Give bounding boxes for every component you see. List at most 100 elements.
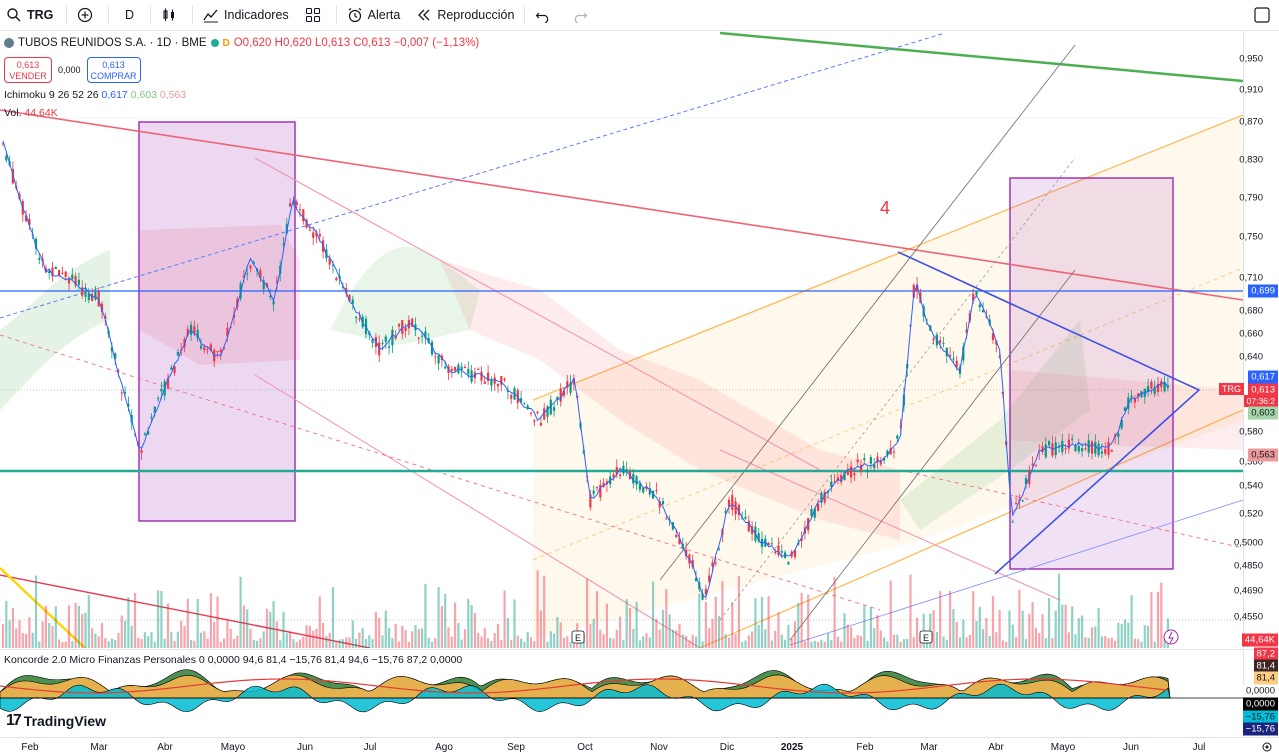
koncorde-pane[interactable] (0, 649, 1243, 737)
volume-bar (239, 576, 242, 648)
redo-button[interactable] (564, 0, 601, 31)
candle-body (559, 388, 562, 402)
volume-bar (1100, 636, 1103, 648)
osc-tag: 0,0000 (1242, 684, 1278, 698)
volume-bar (652, 581, 655, 648)
volume-bar (94, 633, 97, 648)
candle-body (424, 331, 427, 338)
volume-bar (506, 617, 509, 648)
symbol-search[interactable]: TRG (0, 0, 64, 31)
ichimoku-legend[interactable]: Ichimoku 9 26 52 26 0,617 0,603 0,563 (4, 89, 186, 101)
sell-button[interactable]: 0,613 VENDER (4, 57, 52, 83)
candle-body (704, 588, 707, 595)
volume-bar (790, 638, 793, 648)
plus-circle-icon (77, 7, 93, 23)
settings-gear-icon[interactable] (1261, 741, 1273, 753)
candle-body (467, 368, 470, 374)
candle-body (84, 291, 87, 297)
volume-bar (972, 591, 975, 648)
volume-bar (625, 599, 628, 648)
candle-body (1143, 388, 1146, 397)
candle-body (1133, 398, 1136, 403)
volume-bar (38, 641, 41, 648)
candle-body (295, 201, 298, 206)
osc-tag: −15,76 (1242, 722, 1278, 736)
candle-body (157, 398, 160, 400)
koncorde-legend[interactable]: Koncorde 2.0 Micro Finanzas Personales 0… (4, 654, 463, 666)
candle-body (1094, 442, 1097, 454)
volume-bar (777, 612, 780, 648)
indicators-label: Indicadores (224, 8, 289, 22)
time-tick: Jun (1122, 742, 1140, 753)
volume-bar (671, 629, 674, 648)
koncorde-signal-line (0, 678, 1169, 694)
volume-bar (289, 631, 292, 648)
volume-bar (61, 641, 64, 648)
time-tick: Mar (90, 742, 108, 753)
indicators-button[interactable]: Indicadores (195, 0, 297, 31)
interval-label: D (125, 8, 135, 22)
volume-bar (18, 620, 21, 648)
volume-bar (1011, 624, 1014, 648)
volume-bar (338, 639, 341, 648)
volume-bar (457, 623, 460, 648)
tradingview-logo[interactable]: 17 TradingView (6, 712, 106, 730)
candle-body (1153, 386, 1156, 395)
divider (524, 6, 526, 24)
volume-bar (1123, 619, 1127, 648)
volume-bar (147, 636, 150, 648)
candle-body (737, 504, 740, 515)
volume-bar (190, 639, 193, 648)
chart-type-button[interactable] (153, 0, 190, 31)
candle-body (226, 327, 229, 337)
main-chart-pane[interactable]: 4 E E TUBOS REUNIDOS S.A. · 1D · BME D O… (0, 31, 1243, 648)
volume-bar (1137, 639, 1140, 648)
volume-bar (998, 609, 1001, 648)
price-axis[interactable]: 0,950 0,910 0,870 0,830 0,790 0,750 0,71… (1234, 31, 1279, 648)
price-tick: 0,710 (1239, 272, 1263, 284)
volume-bar (1034, 627, 1037, 648)
candle-body (955, 360, 958, 368)
candle-body (147, 431, 150, 435)
volume-bar (1001, 640, 1004, 648)
buy-button[interactable]: 0,613 COMPRAR (86, 57, 141, 83)
candle-body (1137, 393, 1140, 397)
compare-button[interactable] (69, 0, 106, 31)
candle-body (381, 343, 384, 345)
candle-body (298, 209, 302, 211)
interval-button[interactable]: D (111, 0, 148, 31)
templates-button[interactable] (297, 0, 334, 31)
candle-body (685, 549, 688, 556)
candle-body (203, 347, 206, 351)
price-tick: 0,4850 (1233, 560, 1263, 572)
volume-bar (1061, 604, 1064, 648)
svg-text:E: E (923, 633, 929, 643)
time-axis[interactable]: Feb Mar Abr Mayo Jun Jul Ago Sep Oct Nov… (0, 737, 1279, 756)
volume-bar (516, 635, 519, 648)
volume-bar (157, 590, 160, 648)
volume-bar (434, 637, 437, 648)
volume-legend[interactable]: Vol. 44,64K (4, 107, 58, 119)
candle-body (127, 403, 130, 407)
fullscreen-icon[interactable] (1253, 6, 1271, 24)
replay-button[interactable]: Reproducción (408, 0, 522, 31)
earnings-marker-2[interactable]: E (919, 630, 933, 644)
volume-bar (67, 605, 71, 648)
earnings-marker-1[interactable]: E (571, 630, 585, 644)
candle-body (1067, 439, 1070, 449)
candle-body (932, 338, 935, 341)
candle-body (599, 484, 602, 498)
alert-button[interactable]: Alerta (339, 0, 409, 31)
volume-bar (599, 629, 602, 648)
volume-bar (767, 596, 770, 648)
undo-button[interactable] (527, 0, 564, 31)
pink-down-line-1 (254, 157, 821, 471)
candle-body (543, 408, 546, 420)
candle-body (150, 417, 153, 419)
price-chart[interactable]: 4 E E (0, 31, 1243, 648)
volume-bar (249, 628, 252, 648)
candle-body (972, 293, 975, 301)
lightning-icon[interactable] (1163, 629, 1179, 645)
volume-bar (985, 618, 988, 648)
candle-body (54, 266, 57, 270)
